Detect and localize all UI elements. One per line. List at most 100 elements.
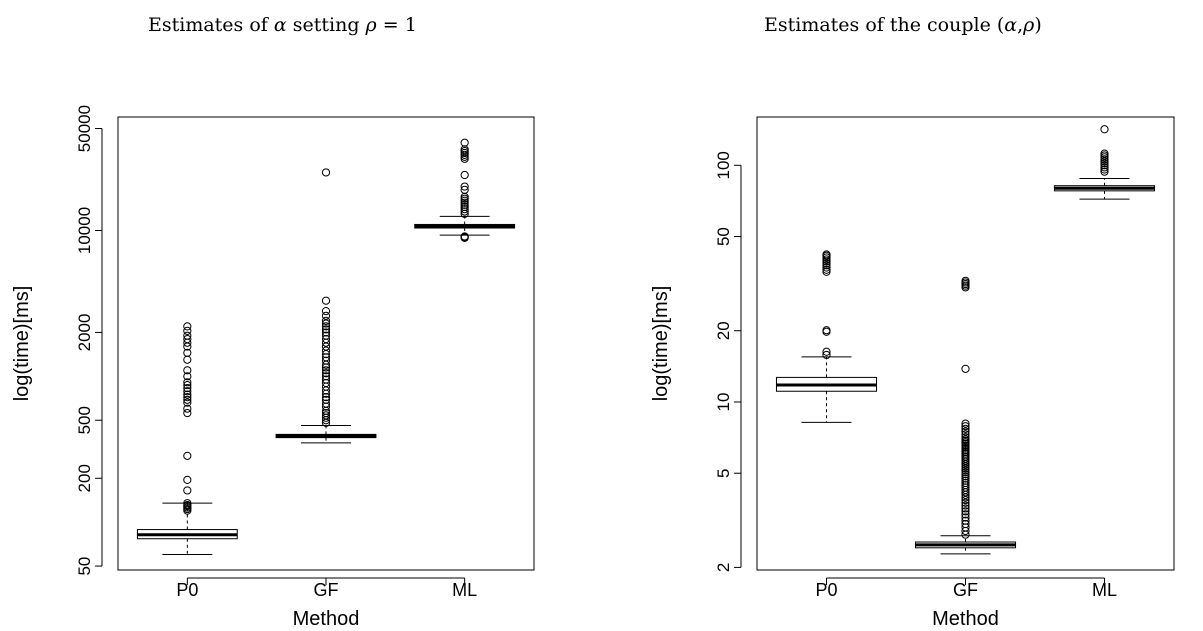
- outlier-point: [321, 372, 331, 381]
- outlier-point: [183, 366, 192, 375]
- outlier-point: [961, 495, 970, 505]
- outlier-point: [961, 498, 970, 507]
- outlier-point: [961, 510, 970, 519]
- outlier-point: [961, 364, 970, 373]
- outlier-point: [321, 408, 331, 418]
- outlier-point: [321, 353, 331, 362]
- outlier-point: [822, 267, 831, 276]
- outlier-point: [1100, 165, 1109, 174]
- outlier-point: [321, 311, 331, 320]
- x-tick-label: GF: [314, 580, 339, 600]
- outlier-point: [321, 325, 331, 334]
- y-tick-label: 2000: [75, 314, 94, 352]
- outlier-point: [961, 435, 970, 444]
- outlier-point: [321, 331, 331, 340]
- outlier-point: [460, 170, 469, 180]
- y-axis-label: log(time)[ms]: [650, 286, 672, 402]
- outlier-point: [321, 296, 331, 305]
- outlier-point: [183, 387, 192, 396]
- chart-title-left: Estimates of α setting ρ = 1: [148, 14, 417, 36]
- outlier-point: [460, 202, 469, 212]
- outlier-point: [961, 470, 970, 479]
- outlier-point: [822, 265, 831, 274]
- x-tick-label: ML: [452, 580, 477, 600]
- x-tick-label: ML: [1092, 580, 1117, 600]
- outlier-point: [183, 499, 192, 508]
- outlier-point: [183, 390, 192, 399]
- outlier-point: [321, 375, 331, 384]
- y-tick-label: 10000: [75, 207, 94, 254]
- outlier-point: [460, 207, 469, 216]
- outlier-point: [460, 205, 469, 214]
- outlier-point: [961, 276, 970, 285]
- outlier-point: [183, 398, 192, 407]
- outlier-point: [961, 478, 970, 488]
- box-gf: [275, 168, 377, 444]
- outlier-point: [183, 348, 192, 357]
- outlier-point: [961, 468, 970, 477]
- outlier-point: [321, 356, 331, 365]
- outlier-point: [321, 335, 331, 344]
- outlier-point: [183, 335, 192, 344]
- outlier-point: [321, 346, 331, 355]
- outlier-point: [1100, 167, 1109, 176]
- outlier-point: [822, 255, 831, 264]
- outlier-point: [460, 138, 469, 147]
- outlier-point: [961, 472, 970, 481]
- outlier-point: [961, 516, 970, 525]
- outlier-point: [1100, 125, 1109, 134]
- outlier-point: [961, 430, 970, 439]
- outlier-point: [183, 381, 192, 390]
- outlier-point: [321, 369, 331, 378]
- outlier-point: [183, 326, 192, 335]
- outlier-point: [460, 232, 469, 241]
- outlier-point: [961, 433, 970, 442]
- y-tick-label: 100: [714, 151, 733, 179]
- outlier-point: [460, 185, 469, 194]
- box-p0: [136, 322, 238, 556]
- outlier-point: [1100, 159, 1109, 168]
- outlier-point: [961, 504, 970, 513]
- outlier-point: [961, 419, 970, 428]
- outlier-point: [961, 424, 970, 433]
- outlier-point: [183, 322, 192, 331]
- outlier-point: [321, 378, 331, 388]
- x-tick-label: P0: [176, 580, 198, 600]
- outlier-point: [321, 316, 331, 325]
- y-tick-label: 50000: [75, 105, 94, 152]
- outlier-point: [183, 486, 192, 495]
- outlier-point: [961, 427, 970, 436]
- outlier-point: [183, 408, 192, 418]
- outlier-point: [822, 259, 831, 268]
- outlier-point: [321, 328, 331, 337]
- outlier-point: [961, 474, 970, 483]
- outlier-point: [321, 393, 331, 402]
- outlier-point: [460, 182, 469, 191]
- outlier-point: [961, 519, 970, 529]
- y-tick-label: 200: [75, 464, 94, 492]
- outlier-point: [460, 200, 469, 209]
- outlier-point: [321, 307, 331, 316]
- outlier-point: [321, 319, 331, 328]
- outlier-point: [822, 250, 831, 259]
- y-tick-label: 500: [75, 406, 94, 434]
- chart-title-right: Estimates of the couple (α,ρ): [764, 14, 1042, 36]
- plot-frame: [117, 116, 535, 571]
- outlier-point: [183, 355, 192, 364]
- y-tick-label: 10: [714, 393, 733, 412]
- outlier-point: [822, 326, 831, 335]
- outlier-point: [961, 476, 970, 485]
- box-ml: [1053, 125, 1156, 200]
- outlier-point: [321, 322, 331, 331]
- outlier-point: [321, 168, 331, 177]
- outlier-point: [321, 366, 331, 375]
- outlier-point: [961, 422, 970, 431]
- outlier-point: [961, 507, 970, 516]
- outlier-point: [822, 263, 831, 272]
- outlier-point: [183, 404, 192, 413]
- outlier-point: [460, 198, 469, 207]
- plot-frame: [756, 116, 1175, 571]
- outlier-point: [321, 411, 331, 420]
- y-axis-label: log(time)[ms]: [11, 286, 33, 402]
